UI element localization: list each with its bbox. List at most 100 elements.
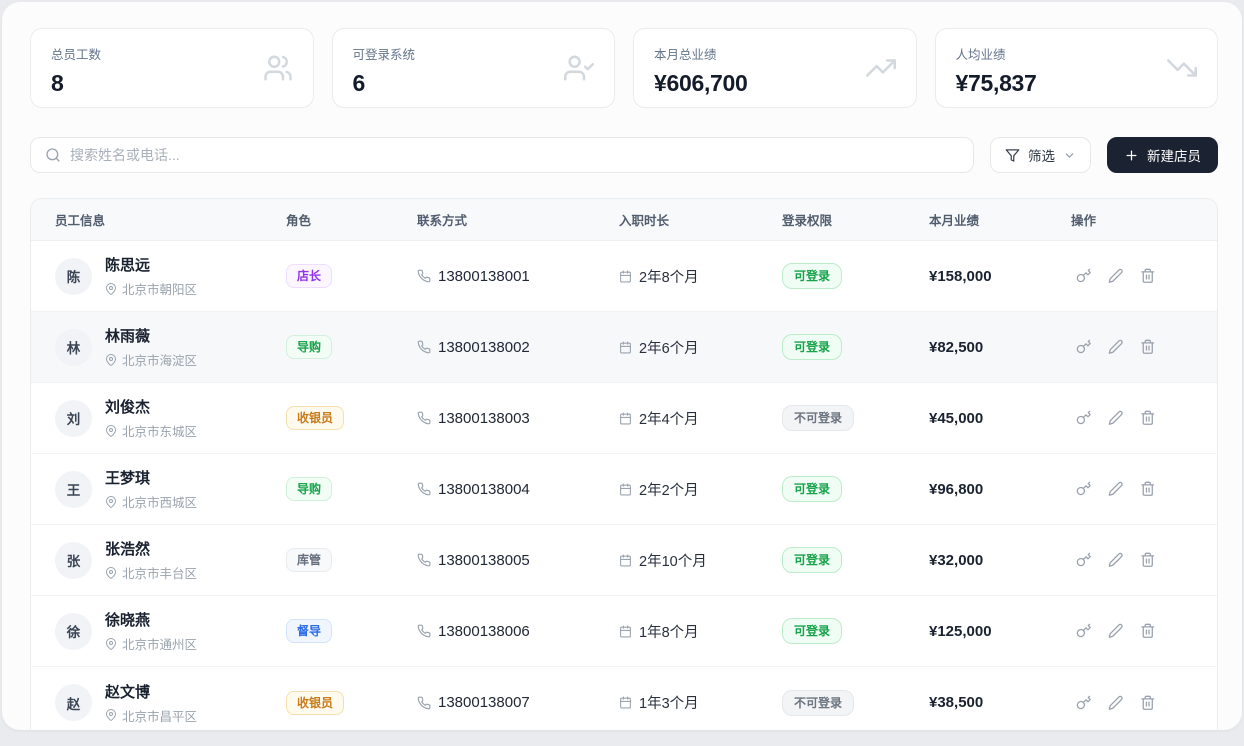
trash-icon	[1141, 481, 1155, 497]
employee-name: 王梦琪	[105, 470, 151, 487]
table-row[interactable]: 陈 陈思远 北京市朝阳区 店长 13800138001 2年8个月 可登录 ¥1…	[31, 241, 1217, 312]
plus-icon	[1126, 150, 1137, 160]
phone-number: 13800138007	[438, 694, 530, 711]
table-row[interactable]: 刘 刘俊杰 北京市东城区 收银员 13800138003 2年4个月 不可登录 …	[31, 383, 1217, 454]
calendar-icon	[620, 341, 631, 353]
reset-password-button[interactable]	[1071, 405, 1097, 431]
avatar: 陈	[55, 257, 92, 295]
trash-icon	[1141, 268, 1155, 284]
edit-button[interactable]	[1103, 263, 1129, 289]
phone-icon	[417, 340, 431, 354]
delete-button[interactable]	[1135, 334, 1161, 360]
map-pin-icon	[106, 353, 116, 366]
edit-button[interactable]	[1103, 618, 1129, 644]
calendar-icon	[620, 483, 631, 495]
table-row[interactable]: 林 林雨薇 北京市海淀区 导购 13800138002 2年6个月 可登录 ¥8…	[31, 312, 1217, 383]
phone-icon	[417, 411, 431, 425]
key-icon	[1076, 339, 1092, 354]
employee-location-text: 北京市朝阳区	[122, 283, 198, 297]
column-header-employee: 员工信息	[55, 214, 106, 228]
table-body: 陈 陈思远 北京市朝阳区 店长 13800138001 2年8个月 可登录 ¥1…	[31, 241, 1217, 730]
monthly-performance: ¥45,000	[929, 409, 984, 427]
employee-table: 员工信息 角色 联系方式 入职时长 登录权限 本月业绩 操作 陈 陈思远 北京市…	[30, 198, 1218, 730]
filter-button[interactable]: 筛选	[990, 137, 1091, 173]
reset-password-button[interactable]	[1071, 476, 1097, 502]
delete-button[interactable]	[1135, 690, 1161, 716]
phone-number: 13800138002	[438, 338, 530, 356]
reset-password-button[interactable]	[1071, 263, 1097, 289]
employee-name: 林雨薇	[105, 328, 151, 345]
reset-password-button[interactable]	[1071, 547, 1097, 573]
trash-icon	[1141, 623, 1155, 639]
employee-location-text: 北京市西城区	[122, 496, 198, 510]
map-pin-icon	[106, 282, 116, 295]
delete-button[interactable]	[1135, 263, 1161, 289]
phone-icon	[417, 553, 431, 567]
main-panel: 总员工数 8 可登录系统 6 本月总业绩 ¥606,700 人均业绩 ¥75,8…	[2, 2, 1242, 730]
tenure-text: 1年8个月	[639, 624, 699, 641]
edit-button[interactable]	[1103, 405, 1129, 431]
phone-number: 13800138001	[438, 267, 530, 285]
table-row[interactable]: 张 张浩然 北京市丰台区 库管 13800138005 2年10个月 可登录 ¥…	[31, 525, 1217, 596]
stat-card-average: 人均业绩 ¥75,837	[934, 28, 1218, 108]
pencil-icon	[1108, 695, 1123, 710]
edit-button[interactable]	[1103, 476, 1129, 502]
reset-password-button[interactable]	[1071, 618, 1097, 644]
delete-button[interactable]	[1135, 476, 1161, 502]
monthly-performance: ¥96,800	[929, 480, 984, 498]
pencil-icon	[1108, 624, 1123, 639]
table-row[interactable]: 徐 徐晓燕 北京市通州区 督导 13800138006 1年8个月 可登录 ¥1…	[31, 596, 1217, 667]
trash-icon	[1141, 339, 1155, 355]
key-icon	[1076, 410, 1092, 425]
login-permission-badge: 不可登录	[782, 689, 855, 716]
calendar-icon	[620, 696, 631, 709]
column-header-contact: 联系方式	[417, 214, 468, 228]
role-badge: 督导	[286, 619, 333, 643]
phone-icon	[417, 482, 431, 496]
monthly-performance: ¥158,000	[929, 267, 992, 285]
monthly-performance: ¥38,500	[929, 694, 984, 711]
stat-label: 可登录系统	[352, 48, 416, 62]
employee-name: 陈思远	[105, 257, 151, 274]
delete-button[interactable]	[1135, 405, 1161, 431]
trending-down-icon	[1167, 53, 1197, 83]
edit-button[interactable]	[1103, 334, 1129, 360]
table-row[interactable]: 王 王梦琪 北京市西城区 导购 13800138004 2年2个月 可登录 ¥9…	[31, 454, 1217, 525]
pencil-icon	[1108, 411, 1123, 426]
employee-location: 北京市东城区	[105, 421, 197, 440]
delete-button[interactable]	[1135, 547, 1161, 573]
trash-icon	[1141, 695, 1155, 710]
column-header-login: 登录权限	[782, 214, 833, 228]
new-employee-label: 新建店员	[1147, 149, 1201, 164]
monthly-performance: ¥125,000	[929, 622, 992, 640]
pencil-icon	[1108, 340, 1123, 355]
employee-location: 北京市海淀区	[105, 350, 197, 369]
reset-password-button[interactable]	[1071, 334, 1097, 360]
stat-label: 总员工数	[51, 48, 102, 62]
stat-card-total-employees: 总员工数 8	[30, 28, 314, 108]
new-employee-button[interactable]: 新建店员	[1107, 137, 1218, 173]
phone-icon	[417, 624, 431, 638]
phone-icon	[417, 696, 431, 709]
avatar: 王	[55, 470, 92, 508]
key-icon	[1076, 695, 1092, 709]
edit-button[interactable]	[1103, 547, 1129, 573]
reset-password-button[interactable]	[1071, 690, 1097, 716]
monthly-performance: ¥32,000	[929, 551, 984, 569]
delete-button[interactable]	[1135, 618, 1161, 644]
stat-label: 本月总业绩	[654, 48, 717, 62]
role-badge: 库管	[286, 548, 333, 572]
edit-button[interactable]	[1103, 690, 1129, 716]
search-box[interactable]	[30, 137, 974, 173]
avatar: 刘	[55, 399, 92, 437]
employee-location: 北京市朝阳区	[105, 279, 197, 298]
phone-number: 13800138003	[438, 409, 530, 427]
table-row[interactable]: 赵 赵文博 北京市昌平区 收银员 13800138007 1年3个月 不可登录 …	[31, 667, 1217, 730]
login-permission-badge: 可登录	[782, 334, 843, 360]
avatar: 徐	[55, 612, 92, 650]
search-input[interactable]	[70, 147, 959, 163]
login-permission-badge: 不可登录	[782, 405, 855, 431]
avatar: 林	[55, 328, 92, 366]
login-permission-badge: 可登录	[782, 547, 843, 573]
search-icon	[46, 148, 60, 162]
